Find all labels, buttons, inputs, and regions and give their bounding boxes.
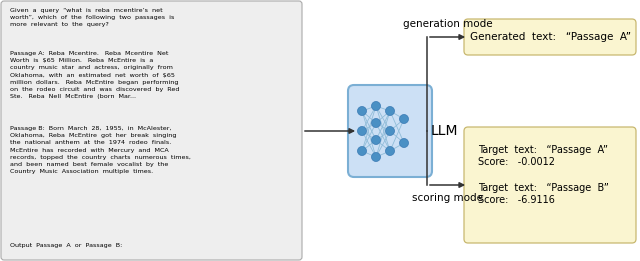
Circle shape <box>371 102 381 110</box>
Text: Target  text:   “Passage  A”: Target text: “Passage A” <box>478 145 608 155</box>
Circle shape <box>385 106 394 116</box>
Circle shape <box>399 139 408 147</box>
Text: Passage A:  Reba  Mcentire.   Reba  Mcentire  Net
Worth  is  $65  Million.   Reb: Passage A: Reba Mcentire. Reba Mcentire … <box>10 51 179 99</box>
Circle shape <box>399 115 408 123</box>
Text: Score:   -6.9116: Score: -6.9116 <box>478 195 555 205</box>
Text: Passage B:  Born  March  28,  1955,  in  McAlester,
Oklahoma,  Reba  McEntire  g: Passage B: Born March 28, 1955, in McAle… <box>10 126 191 174</box>
Circle shape <box>358 106 367 116</box>
Text: generation mode: generation mode <box>403 19 492 29</box>
Circle shape <box>385 146 394 156</box>
Circle shape <box>371 118 381 128</box>
Circle shape <box>358 127 367 135</box>
Text: Generated  text:   “Passage  A”: Generated text: “Passage A” <box>470 32 630 42</box>
Text: Given  a  query  “what  is  reba  mcentire’s  net
worth”,  which  of  the  follo: Given a query “what is reba mcentire’s n… <box>10 8 174 27</box>
FancyBboxPatch shape <box>1 1 302 260</box>
FancyBboxPatch shape <box>464 127 636 243</box>
Circle shape <box>358 146 367 156</box>
Text: Target  text:   “Passage  B”: Target text: “Passage B” <box>478 183 609 193</box>
Text: scoring mode: scoring mode <box>412 193 483 203</box>
Text: LLM: LLM <box>431 124 458 138</box>
Circle shape <box>371 152 381 162</box>
FancyBboxPatch shape <box>464 19 636 55</box>
FancyBboxPatch shape <box>348 85 432 177</box>
Circle shape <box>371 135 381 145</box>
Text: Output  Passage  A  or  Passage  B:: Output Passage A or Passage B: <box>10 243 122 248</box>
Text: Score:   -0.0012: Score: -0.0012 <box>478 157 555 167</box>
Circle shape <box>385 127 394 135</box>
